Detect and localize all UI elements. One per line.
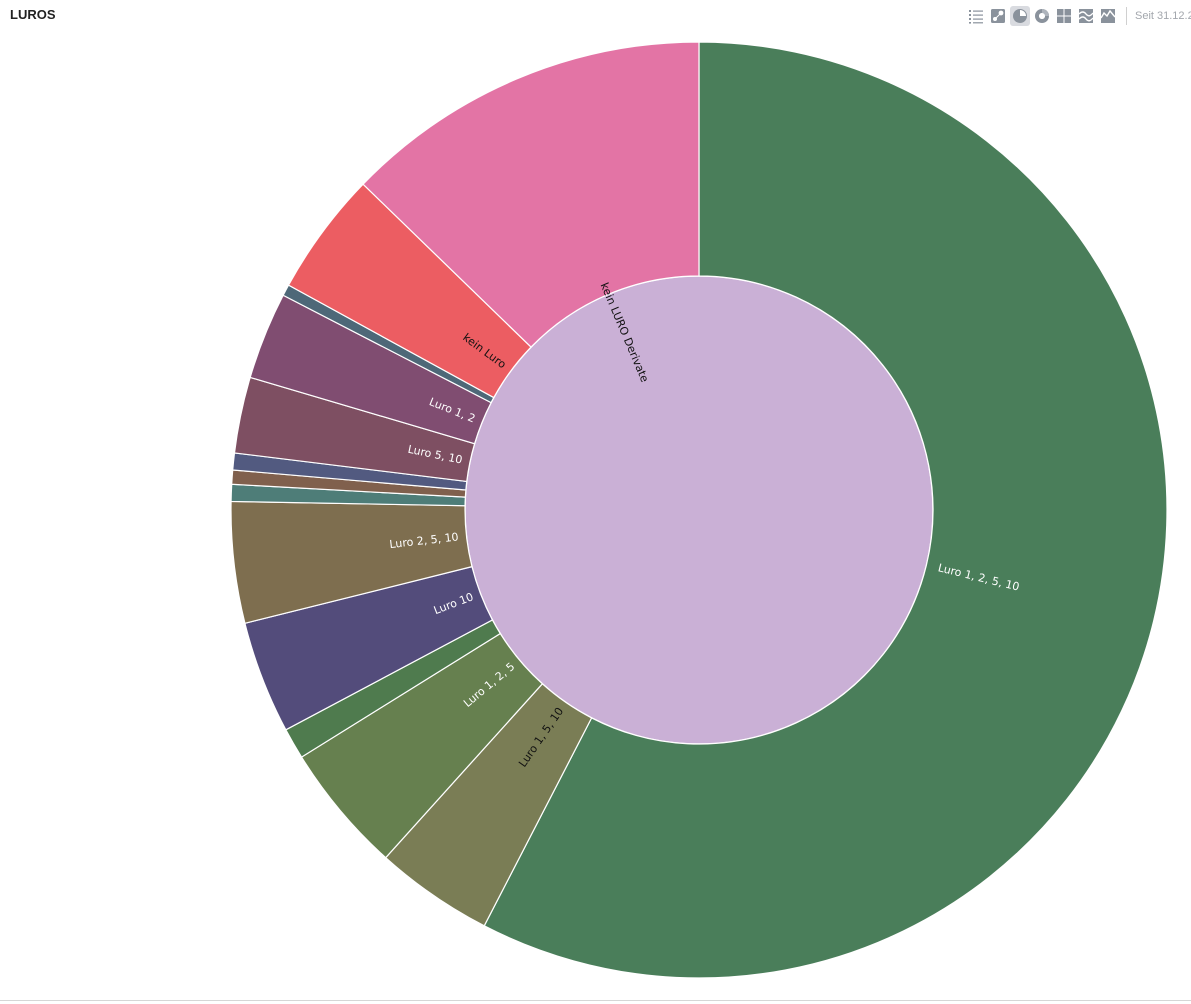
pie-chart-icon [1013,9,1027,23]
list-icon [969,10,983,24]
chart-toolbar: Seit 31.12.2 [966,5,1191,27]
inner-ring-slice[interactable] [464,275,934,745]
donut-chart-icon [1035,9,1049,23]
bottom-divider [0,1000,1191,1001]
treemap-view-button[interactable] [1054,6,1074,26]
since-date-label: Seit 31.12.2 [1135,10,1191,22]
stream-chart-icon [1078,9,1094,23]
area-chart-icon [1100,9,1116,23]
outer-ring-slice[interactable] [362,41,700,348]
treemap-icon [1057,9,1071,23]
toolbar-divider [1126,7,1127,25]
area-view-button[interactable] [1098,6,1118,26]
donut-view-button[interactable] [1032,6,1052,26]
page-title: LUROS [10,7,56,22]
outer-ring-slice[interactable] [483,41,1168,979]
scatter-icon [991,9,1005,23]
stream-view-button[interactable] [1076,6,1096,26]
scatter-view-button[interactable] [988,6,1008,26]
list-view-button[interactable] [966,6,986,26]
pie-view-button[interactable] [1010,6,1030,26]
